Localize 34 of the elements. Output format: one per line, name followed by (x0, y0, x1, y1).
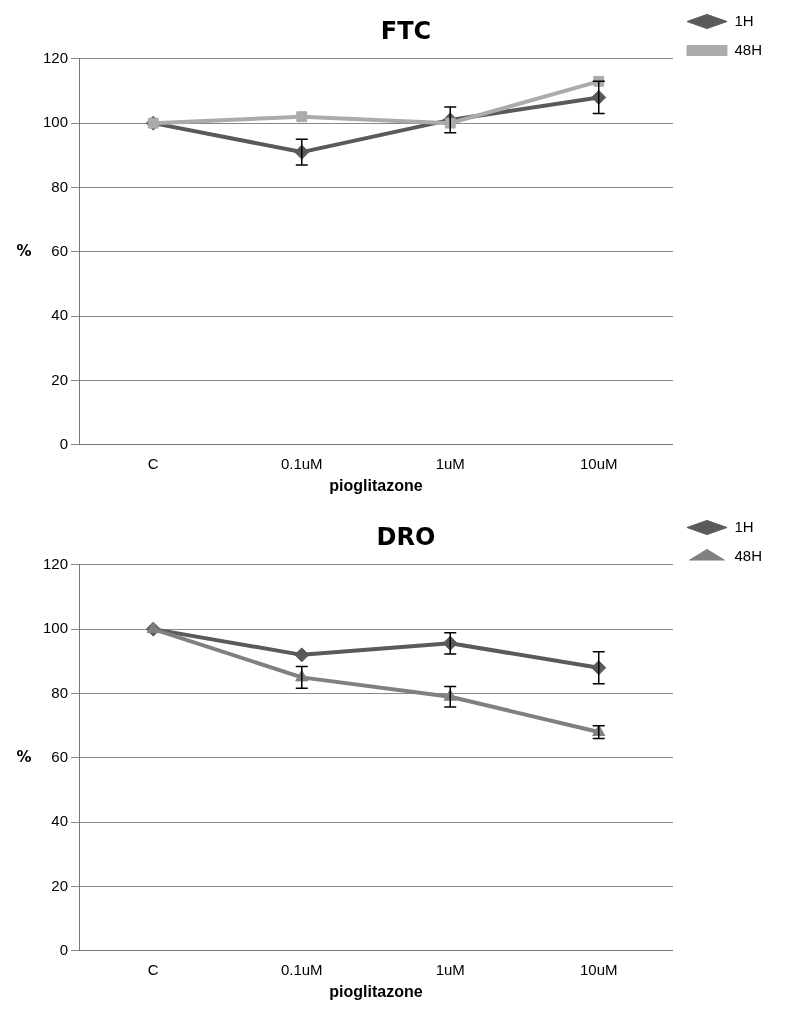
x-axis-title: pioglitazone (329, 982, 423, 1000)
x-axis-title: pioglitazone (329, 476, 423, 494)
x-tick-label: 0.1uM (280, 960, 323, 978)
x-tick-label: 10uM (579, 960, 618, 978)
point (296, 111, 308, 123)
y-tick-label: 0 (59, 434, 69, 452)
y-tick-label: 100 (43, 113, 69, 131)
chart-title: DRO (376, 522, 436, 551)
y-axis-title: % (16, 241, 32, 260)
chart-title: FTC (380, 16, 432, 45)
x-tick-label: C (147, 454, 159, 472)
legend-label: 48H (734, 40, 763, 58)
y-tick-label: 40 (51, 812, 69, 830)
x-tick-label: C (147, 960, 159, 978)
y-tick-label: 60 (51, 241, 69, 259)
x-tick-label: 1uM (435, 960, 465, 978)
point (294, 647, 310, 663)
y-tick-label: 20 (51, 876, 69, 894)
legend-label: 1H (734, 11, 754, 29)
y-tick-label: 20 (51, 370, 69, 388)
y-tick-label: 0 (59, 940, 69, 958)
y-tick-label: 120 (43, 48, 69, 66)
y-tick-label: 80 (51, 683, 69, 701)
y-tick-label: 120 (43, 554, 69, 572)
y-tick-label: 40 (51, 306, 69, 324)
x-tick-label: 10uM (579, 454, 618, 472)
y-tick-label: 60 (51, 747, 69, 765)
y-tick-label: 80 (51, 177, 69, 195)
y-tick-label: 100 (43, 619, 69, 637)
y-axis-title: % (16, 747, 32, 766)
legend-label: 48H (734, 546, 763, 564)
x-tick-label: 0.1uM (280, 454, 323, 472)
legend-label: 1H (734, 517, 754, 535)
x-tick-label: 1uM (435, 454, 465, 472)
